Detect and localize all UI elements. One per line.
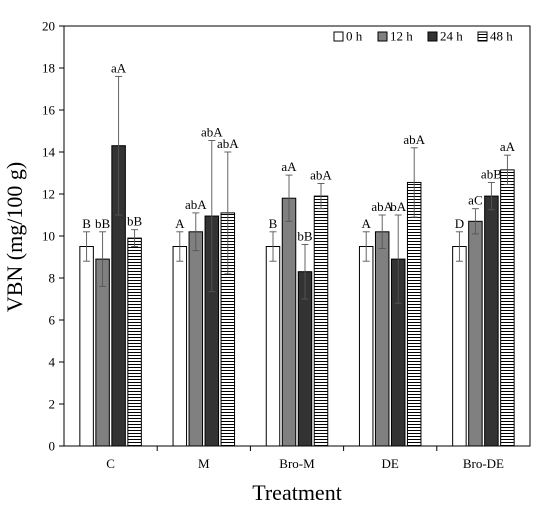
- bar: [452, 246, 467, 447]
- bar: [127, 237, 142, 447]
- y-tick-label: 20: [42, 19, 55, 34]
- legend-swatch: [477, 31, 488, 42]
- bar: [374, 231, 390, 447]
- significance-label: bB: [127, 214, 143, 229]
- y-tick-label: 8: [49, 271, 56, 286]
- bar: [313, 195, 329, 447]
- y-tick-label: 12: [42, 187, 55, 202]
- x-tick-label: C: [106, 456, 115, 471]
- y-tick-label: 4: [49, 355, 56, 370]
- significance-label: B: [269, 216, 278, 231]
- y-tick-label: 0: [49, 439, 56, 454]
- significance-label: aA: [500, 139, 516, 154]
- significance-label: abA: [217, 136, 239, 151]
- bar: [95, 258, 110, 447]
- x-axis-title: Treatment: [252, 480, 342, 505]
- y-tick-label: 14: [42, 145, 56, 160]
- bar: [406, 181, 422, 447]
- significance-label: abA: [310, 168, 332, 183]
- significance-label: D: [455, 216, 464, 231]
- legend-label: 12 h: [390, 29, 413, 44]
- y-tick-label: 18: [42, 61, 55, 76]
- significance-label: A: [362, 216, 372, 231]
- legend-swatch: [333, 31, 344, 42]
- significance-label: abA: [371, 199, 393, 214]
- legend-label: 48 h: [490, 29, 513, 44]
- legend-label: 24 h: [440, 29, 463, 44]
- y-tick-label: 2: [49, 397, 56, 412]
- legend-swatch: [427, 31, 438, 42]
- significance-label: aA: [281, 159, 297, 174]
- bar: [468, 220, 483, 447]
- y-axis-title: VBN (mg/100 g): [2, 162, 27, 312]
- significance-label: bB: [297, 228, 313, 243]
- bar: [484, 195, 499, 447]
- significance-label: bA: [390, 199, 407, 214]
- legend-swatch: [377, 31, 388, 42]
- significance-label: abA: [403, 132, 425, 147]
- bar: [79, 246, 94, 447]
- bar: [281, 197, 297, 447]
- y-tick-label: 6: [49, 313, 56, 328]
- significance-label: bB: [95, 216, 111, 231]
- significance-label: B: [82, 216, 91, 231]
- significance-label: A: [175, 216, 185, 231]
- significance-label: aA: [111, 60, 127, 75]
- significance-label: abA: [201, 124, 223, 139]
- x-tick-label: Bro-M: [279, 456, 315, 471]
- legend: 0 h 12 h 24 h 48 h: [333, 29, 513, 44]
- legend-label: 0 h: [346, 29, 363, 44]
- significance-label: abB: [481, 166, 502, 181]
- y-tick-label: 10: [42, 229, 55, 244]
- significance-label: aC: [468, 193, 482, 208]
- y-tick-label: 16: [42, 103, 56, 118]
- bar: [358, 246, 374, 447]
- bar: [265, 246, 281, 447]
- x-tick-label: DE: [382, 456, 399, 471]
- significance-label: abA: [185, 197, 207, 212]
- bar: [172, 246, 188, 447]
- bar: [500, 169, 515, 447]
- x-tick-label: Bro-DE: [463, 456, 504, 471]
- x-tick-label: M: [198, 456, 210, 471]
- bar: [188, 231, 204, 447]
